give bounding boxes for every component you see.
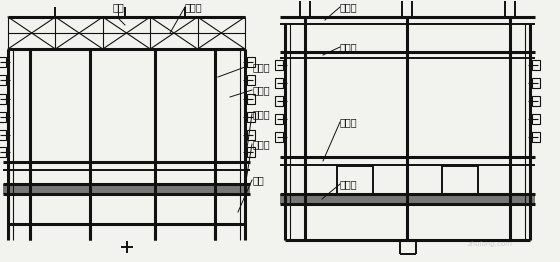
Bar (0, 130, 6, 140)
Text: 桩基: 桩基 (253, 175, 265, 185)
Bar (532, 96, 540, 106)
Text: 钢管桩: 钢管桩 (253, 62, 270, 72)
Bar (0, 57, 6, 67)
Text: zhulong.com: zhulong.com (468, 241, 512, 247)
Bar (247, 130, 255, 140)
Bar (247, 94, 255, 104)
Bar (247, 147, 255, 157)
Text: 吊杆: 吊杆 (112, 2, 124, 12)
Bar (337, 166, 373, 194)
Text: 底模板: 底模板 (340, 179, 358, 189)
Bar (280, 194, 535, 204)
Text: 下担梁: 下担梁 (253, 139, 270, 149)
Bar (532, 60, 540, 70)
Text: 上横梁: 上横梁 (340, 42, 358, 52)
Bar (532, 114, 540, 124)
Bar (0, 94, 6, 104)
Bar (532, 132, 540, 142)
Bar (275, 114, 283, 124)
Bar (275, 60, 283, 70)
Text: 下纵梁: 下纵梁 (253, 109, 270, 119)
Text: 贝雷梁: 贝雷梁 (185, 2, 203, 12)
Bar (0, 75, 6, 85)
Text: 下横梁: 下横梁 (340, 117, 358, 127)
Bar (247, 75, 255, 85)
Bar (0, 147, 6, 157)
Bar (442, 166, 478, 194)
Bar (0, 112, 6, 122)
Bar (247, 57, 255, 67)
Bar (3, 184, 250, 194)
Bar (275, 132, 283, 142)
Bar (275, 78, 283, 88)
Bar (532, 78, 540, 88)
Text: 侧模板: 侧模板 (253, 85, 270, 95)
Bar (247, 112, 255, 122)
Text: 上担梁: 上担梁 (340, 2, 358, 12)
Bar (275, 96, 283, 106)
